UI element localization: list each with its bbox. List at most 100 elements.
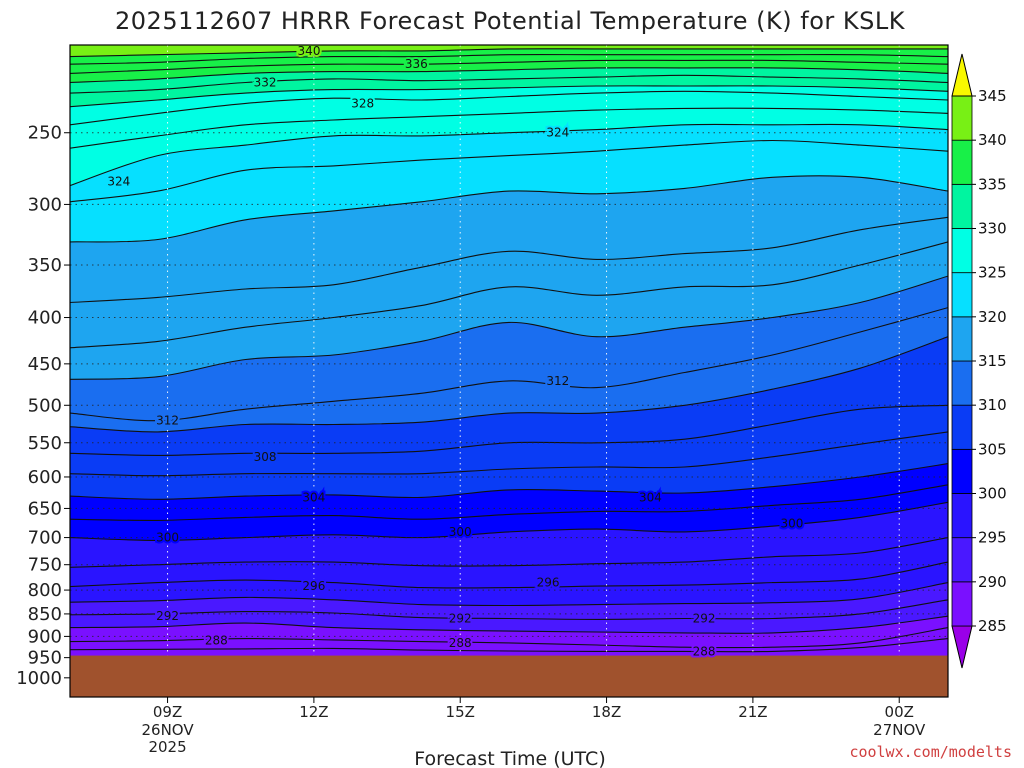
contour-label: 324 bbox=[546, 126, 569, 140]
contour-label: 288 bbox=[693, 644, 716, 658]
isentrope-288 bbox=[70, 627, 948, 649]
x-tick-sublabel: 2025 bbox=[148, 738, 186, 756]
contour-label: 312 bbox=[546, 374, 569, 388]
isentrope-294 bbox=[70, 582, 948, 607]
contour-label: 308 bbox=[254, 450, 277, 464]
contour-label: 292 bbox=[156, 609, 179, 623]
plot-area: 340 336 332 328 324 324 312 312 308 304 304 300 300 3… bbox=[70, 44, 948, 697]
contour-label: 296 bbox=[537, 576, 560, 590]
isentrope-302 bbox=[70, 484, 948, 521]
colorbar-segment bbox=[951, 448, 973, 494]
isentrope-312 bbox=[70, 307, 948, 422]
y-tick-label: 450 bbox=[28, 354, 62, 375]
contour-label: 304 bbox=[302, 490, 325, 504]
colorbar-segment bbox=[951, 183, 973, 229]
surface-ground bbox=[70, 655, 948, 697]
colorbar-label: 320 bbox=[978, 308, 1007, 326]
x-tick-label: 18Z bbox=[592, 703, 621, 721]
isentrope-296 bbox=[70, 561, 948, 589]
contour-label: 300 bbox=[449, 525, 472, 539]
y-tick-label: 750 bbox=[28, 555, 62, 576]
colorbar: 345 340 335 330 325 320 315 310 305 300 295 290 285 bbox=[951, 53, 1007, 669]
contour-label: 328 bbox=[351, 96, 374, 110]
isentrope-286 bbox=[70, 638, 948, 653]
colorbar-segment bbox=[951, 316, 973, 362]
isentrope-326 bbox=[70, 107, 948, 149]
x-axis-label: Forecast Time (UTC) bbox=[414, 748, 605, 768]
colorbar-label: 340 bbox=[978, 131, 1007, 149]
colorbar-label: 315 bbox=[978, 352, 1007, 370]
isentrope-332 bbox=[70, 74, 948, 94]
isentrope-306 bbox=[70, 431, 948, 477]
x-tick-label: 12Z bbox=[299, 703, 328, 721]
y-tick-label: 400 bbox=[28, 308, 62, 329]
credit-text: coolwx.com/modelts bbox=[849, 743, 1012, 761]
colorbar-segment bbox=[951, 493, 973, 539]
colorbar-top-extend bbox=[951, 53, 973, 97]
y-axis: 2503003504004505005506006507007508008509… bbox=[16, 123, 70, 689]
colorbar-segment bbox=[951, 95, 973, 141]
y-tick-label: 700 bbox=[28, 528, 62, 549]
y-tick-label: 800 bbox=[28, 580, 62, 601]
isentrope-298 bbox=[70, 537, 948, 568]
grid-lines bbox=[70, 45, 948, 697]
colorbar-label: 290 bbox=[978, 573, 1007, 591]
isentrope-336 bbox=[70, 59, 948, 74]
colorbar-segment bbox=[951, 228, 973, 274]
colorbar-label: 300 bbox=[978, 485, 1007, 503]
y-tick-label: 350 bbox=[28, 255, 62, 276]
colorbar-bottom-extend bbox=[951, 625, 973, 669]
y-tick-label: 1000 bbox=[16, 668, 62, 689]
contour-labels: 340 336 332 328 324 324 312 312 308 304 304 300 300 3… bbox=[105, 44, 805, 660]
colorbar-label: 305 bbox=[978, 440, 1007, 458]
isentrope-322 bbox=[70, 139, 948, 203]
colorbar-label: 335 bbox=[978, 175, 1007, 193]
contour-label: 292 bbox=[449, 612, 472, 626]
y-tick-label: 550 bbox=[28, 433, 62, 454]
isentrope-334 bbox=[70, 67, 948, 84]
y-tick-label: 300 bbox=[28, 194, 62, 215]
colorbar-segment bbox=[951, 272, 973, 318]
colorbar-label: 310 bbox=[978, 396, 1007, 414]
x-tick-sublabel: 26NOV bbox=[141, 721, 194, 739]
contour-label: 324 bbox=[107, 174, 130, 188]
contour-label: 292 bbox=[693, 612, 716, 626]
x-tick-label: 00Z bbox=[885, 703, 914, 721]
y-tick-label: 250 bbox=[28, 123, 62, 144]
isentrope-308 bbox=[70, 404, 948, 456]
colorbar-segment bbox=[951, 581, 973, 627]
y-tick-label: 950 bbox=[28, 648, 62, 669]
colorbar-label: 295 bbox=[978, 529, 1007, 547]
x-tick-sublabel: 27NOV bbox=[873, 721, 926, 739]
contour-label: 288 bbox=[205, 634, 228, 648]
colorbar-segment bbox=[951, 360, 973, 406]
isentrope-292 bbox=[70, 599, 948, 620]
y-tick-label: 500 bbox=[28, 395, 62, 416]
colorbar-segment bbox=[951, 537, 973, 583]
y-tick-label: 900 bbox=[28, 626, 62, 647]
x-tick-label: 09Z bbox=[153, 703, 182, 721]
y-tick-label: 850 bbox=[28, 604, 62, 625]
isentrope-324 bbox=[70, 123, 948, 187]
colorbar-segment bbox=[951, 404, 973, 450]
y-tick-label: 600 bbox=[28, 467, 62, 488]
colorbar-label: 345 bbox=[978, 87, 1007, 105]
colorbar-label: 325 bbox=[978, 264, 1007, 282]
contour-label: 340 bbox=[298, 44, 321, 58]
isentrope-338 bbox=[70, 54, 948, 65]
contour-label: 332 bbox=[254, 75, 277, 89]
plot-frame bbox=[69, 44, 949, 698]
isentrope-328 bbox=[70, 90, 948, 126]
isentrope-330 bbox=[70, 85, 948, 108]
contour-label: 288 bbox=[449, 636, 472, 650]
contour-label: 312 bbox=[156, 414, 179, 428]
colorbar-segment bbox=[951, 139, 973, 185]
isentrope-290 bbox=[70, 615, 948, 634]
filled-contours bbox=[70, 45, 948, 697]
contour-label: 336 bbox=[405, 57, 428, 71]
colorbar-label: 285 bbox=[978, 617, 1007, 635]
isentrope-lines bbox=[70, 48, 948, 653]
isentrope-310 bbox=[70, 336, 948, 433]
